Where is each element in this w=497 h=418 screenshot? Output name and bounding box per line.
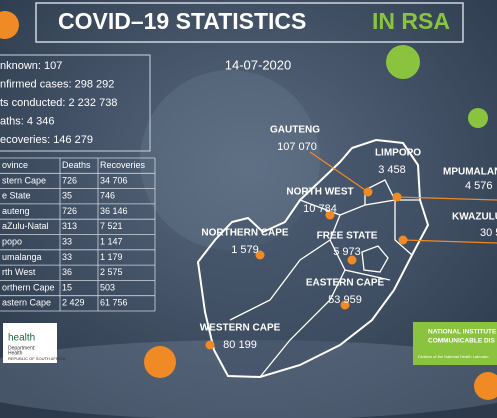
table-cell: 503 [100, 282, 115, 292]
province-cases: 3 458 [378, 164, 406, 176]
date: 14-07-2020 [225, 57, 292, 72]
summary-line: ts conducted: 2 232 738 [0, 97, 117, 109]
table-header: Deaths [62, 160, 91, 170]
summary-line: aths: 4 346 [0, 115, 54, 127]
table-cell: 36 [62, 267, 72, 277]
table-cell: 726 [62, 206, 77, 216]
province-name: FREE STATE [317, 231, 378, 242]
pointer-line [402, 239, 497, 244]
cloud [0, 340, 497, 418]
province-cases: 5 973 [333, 246, 361, 258]
virus-orange [0, 11, 497, 400]
summary-line: ecoveries: 146 279 [0, 134, 93, 146]
table-cell: 36 146 [100, 206, 128, 216]
table-cell: 35 [62, 191, 72, 201]
health-logo-text: REPUBLIC OF SOUTH AFRICA [8, 356, 66, 361]
title: COVID–19 STATISTICS [58, 8, 306, 34]
health-logo [3, 323, 57, 363]
nicd-logo-text: Division of the National Health Laborato [418, 354, 489, 359]
province-cases: 1 579 [231, 244, 259, 256]
province-cases: 80 199 [223, 339, 257, 351]
province-dot [325, 210, 335, 220]
province-name: WESTERN CAPE [200, 323, 281, 334]
table-cell: e State [2, 191, 31, 201]
province-name: NORTHERN CAPE [201, 228, 289, 239]
summary-box [0, 54, 151, 152]
province-dot [363, 187, 373, 197]
table-cell: astern Cape [2, 298, 51, 308]
title-highlight: IN RSA [372, 8, 450, 34]
province-cases: 107 070 [277, 141, 317, 153]
pointer-line [309, 151, 369, 193]
table-cell: popo [2, 237, 22, 247]
map-labels: GAUTENG 107 070 LIMPOPO 3 458 MPUMALAN 4 576 N… [200, 125, 497, 351]
table-cell: 726 [62, 175, 77, 185]
table-cell: 33 [62, 237, 72, 247]
table-cell: stern Cape [2, 175, 46, 185]
pointer-line [396, 196, 497, 201]
table-cell: 1 147 [100, 237, 123, 247]
summary-line: nfirmed cases: 298 292 [0, 78, 114, 90]
health-logo-text: Department: [8, 345, 36, 351]
table-cell: 61 756 [100, 298, 128, 308]
province-dot [392, 192, 402, 202]
lesotho [361, 245, 389, 273]
summary-line: nknown: 107 [0, 60, 62, 72]
province-name: GAUTENG [270, 125, 320, 136]
nicd-logo-text: COMMUNICABLE DIS [428, 338, 495, 345]
nicd-logo-text: NATIONAL INSTITUTE [428, 329, 497, 336]
health-logo-text: health [8, 333, 35, 344]
table-header: ovince [2, 160, 28, 170]
table-cell: 313 [62, 221, 77, 231]
province-name: MPUMALAN [443, 167, 497, 178]
province-dot [255, 250, 265, 260]
province-name: LIMPOPO [375, 148, 421, 159]
table-cell: 34 706 [100, 175, 128, 185]
table-cell: auteng [2, 206, 30, 216]
province-name: EASTERN CAPE [306, 278, 385, 289]
province-dot [347, 255, 357, 265]
virus-shadow [140, 70, 320, 250]
table-cell: umalanga [2, 252, 42, 262]
province-name: NORTH WEST [286, 187, 353, 198]
table-cell: 1 179 [100, 252, 123, 262]
table-cell: rth West [2, 267, 36, 277]
table-cell: 2 429 [62, 298, 85, 308]
table-cell: 33 [62, 252, 72, 262]
virus-green [386, 45, 488, 128]
title-box [35, 2, 464, 43]
table: ovince Deaths Recoveries stern Cape 726 34 70… [0, 157, 156, 312]
table-cell: aZulu-Natal [2, 221, 49, 231]
province-cases: 10 784 [303, 203, 337, 215]
table-header: Recoveries [100, 160, 146, 170]
province-dot [205, 340, 215, 350]
health-logo-text: Health [8, 350, 23, 356]
table-cell: orthern Cape [2, 282, 55, 292]
table-cell: 7 521 [100, 221, 123, 231]
table-cell: 15 [62, 282, 72, 292]
province-dot [398, 235, 408, 245]
province-dot [340, 300, 350, 310]
province-borders [229, 179, 420, 378]
table-cell: 746 [100, 191, 115, 201]
province-cases: 4 576 [465, 180, 493, 192]
province-name: KWAZULU [452, 212, 497, 223]
table-cell: 2 575 [100, 267, 123, 277]
province-cases: 30 5 [480, 227, 497, 239]
province-cases: 53 959 [328, 294, 362, 306]
nicd-logo [413, 322, 497, 365]
